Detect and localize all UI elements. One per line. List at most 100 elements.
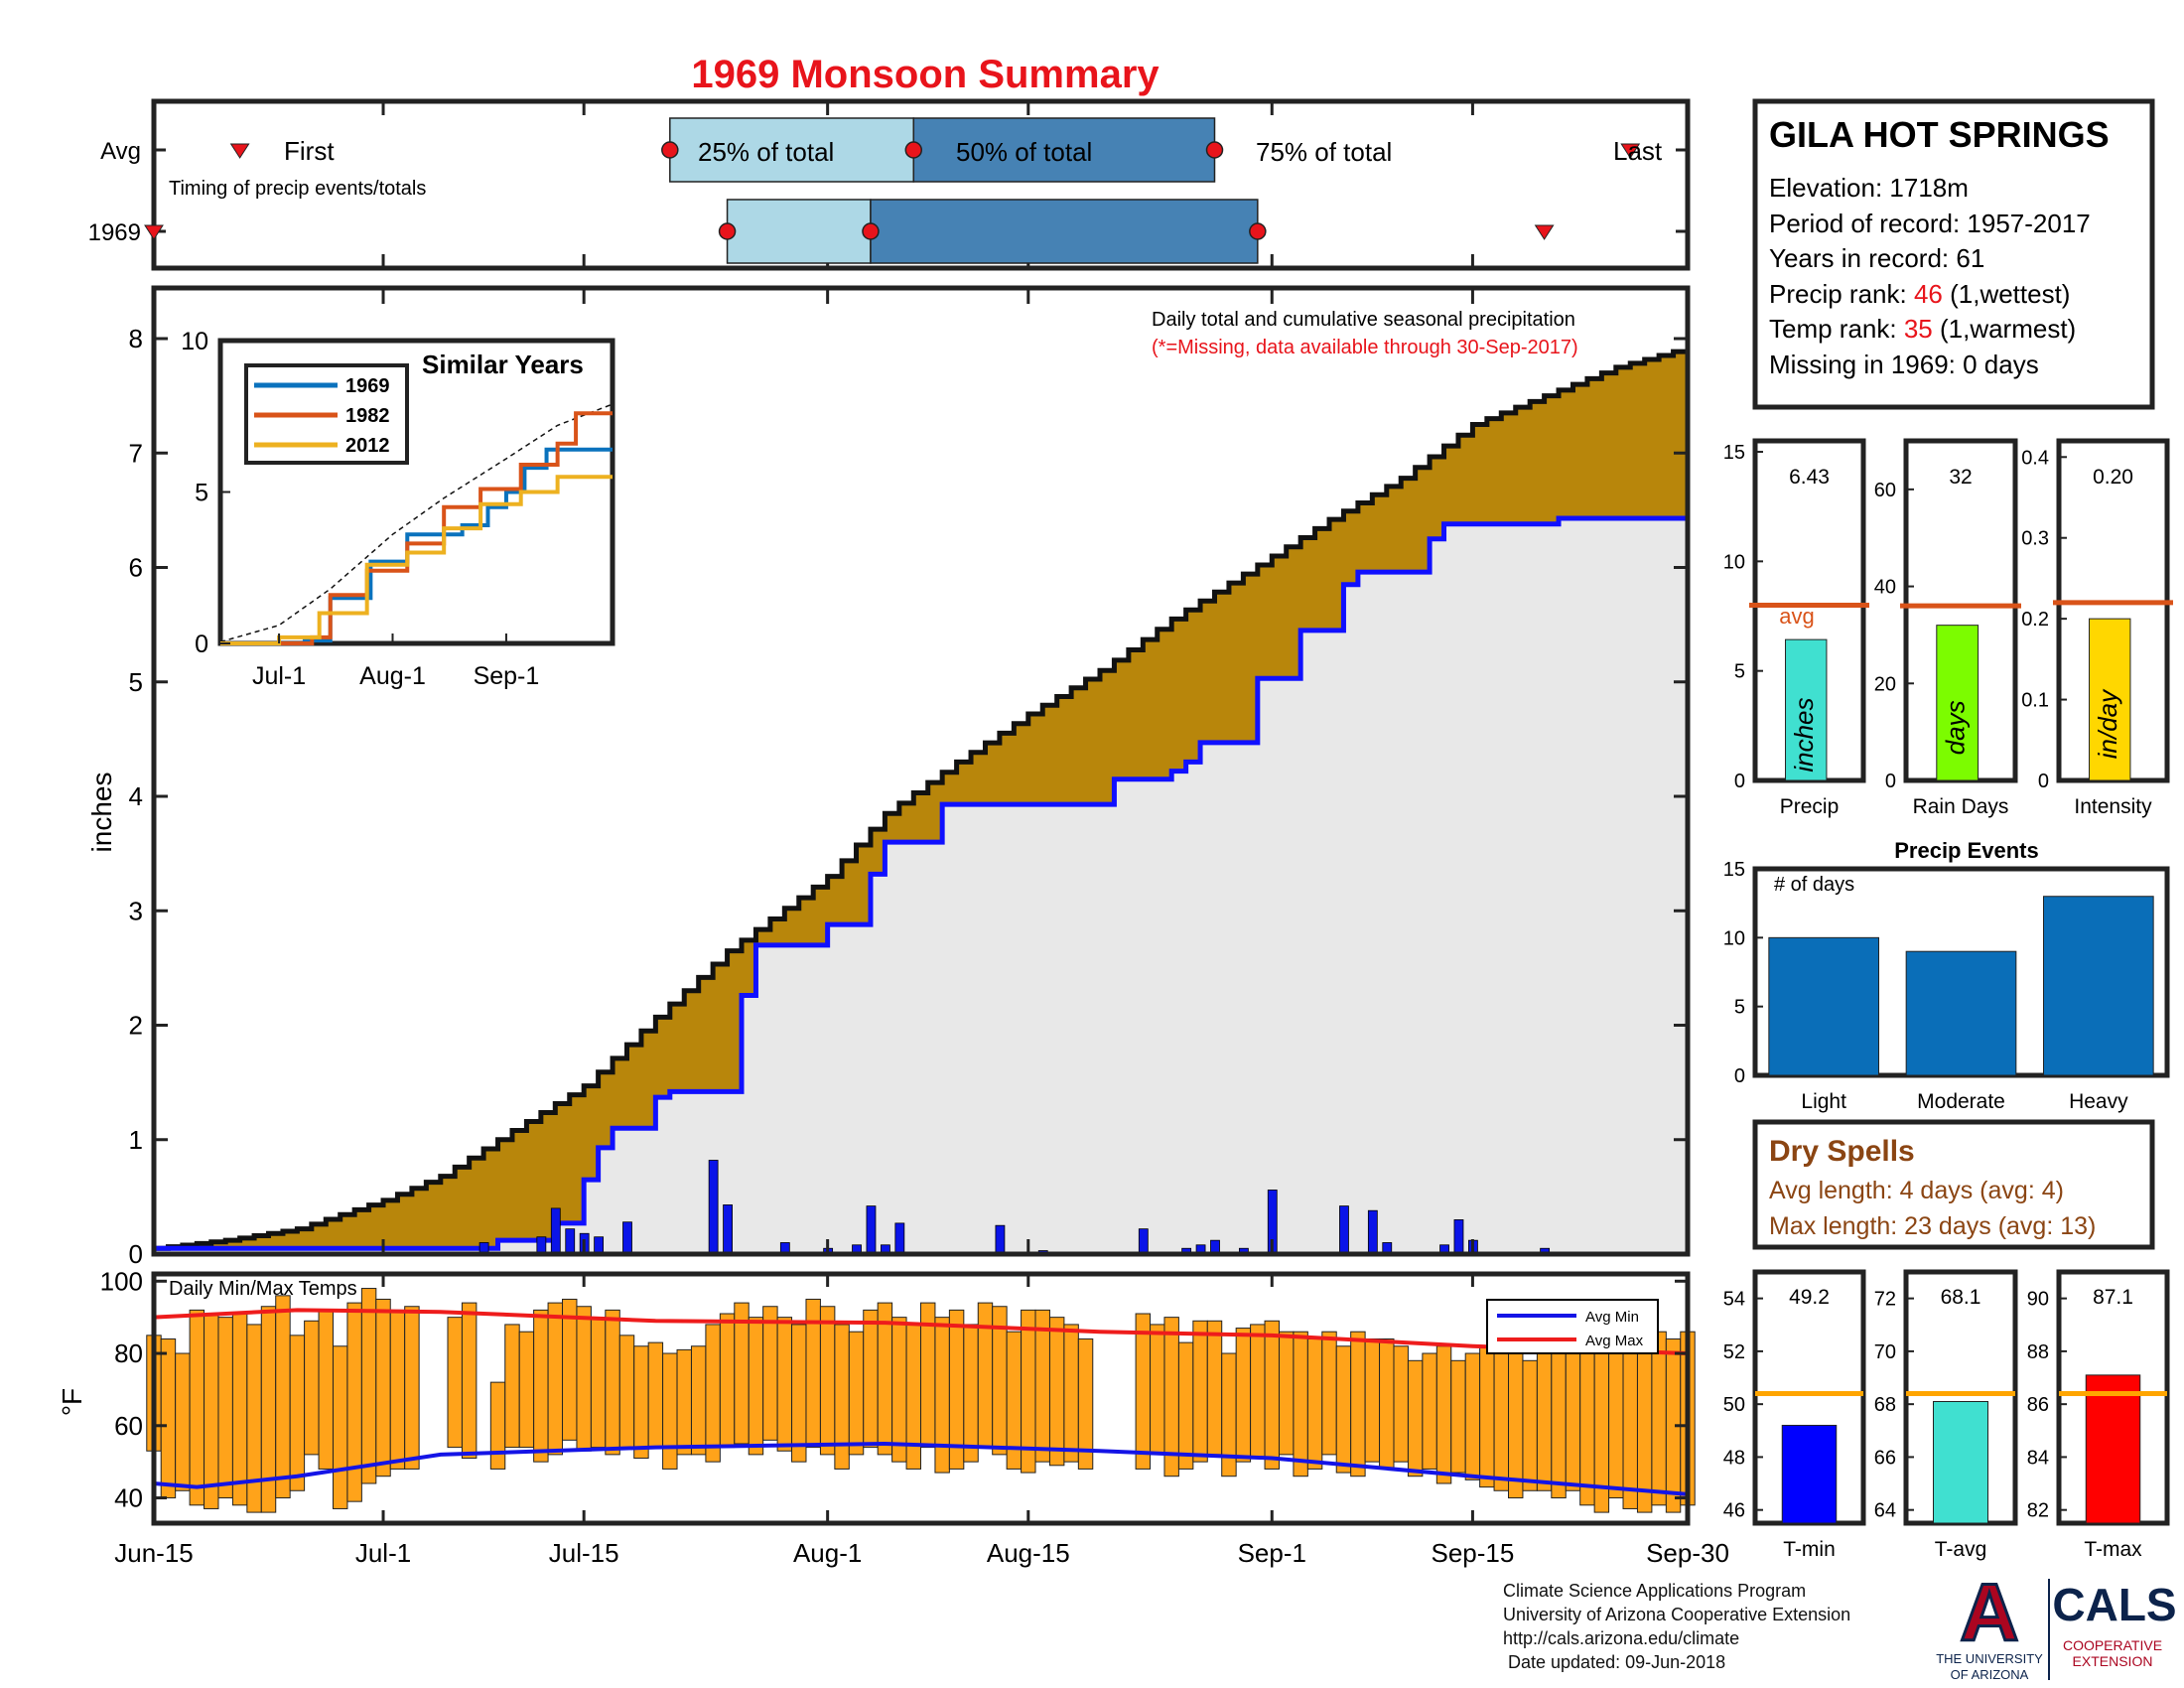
timing-avg-first-last-marker: [1620, 143, 1641, 159]
tbar-ytick-label: 54: [1723, 1289, 1745, 1311]
daily-temp-bar: [1450, 1359, 1466, 1474]
daily-temp-bar: [389, 1309, 406, 1470]
tbar-xlabel-tmax: T-max: [2084, 1538, 2142, 1561]
events-ytick-label: 5: [1734, 997, 1745, 1019]
daily-temp-bar: [304, 1320, 320, 1456]
tbar-ytick-label: 48: [1723, 1447, 1745, 1469]
daily-temp-bar: [1235, 1328, 1252, 1463]
daily-precip-bar: [1339, 1205, 1349, 1255]
summary-ytick-label: 0.3: [2021, 528, 2049, 550]
temp-y-label: °F: [57, 1388, 87, 1416]
daily-precip-bar: [723, 1204, 733, 1255]
daily-temp-bar: [690, 1345, 707, 1456]
daily-temp-bar: [676, 1348, 692, 1456]
station-missing: Missing in 1969: 0 days: [1769, 350, 2039, 379]
daily-temp-bar: [1278, 1331, 1295, 1456]
timing-avg-box-25-50: [669, 117, 915, 183]
daily-precip-bar: [708, 1160, 719, 1255]
daily-temp-bar: [834, 1324, 850, 1470]
daily-temp-bar: [318, 1309, 334, 1470]
inset-series-1982: [220, 411, 613, 645]
temp-ytick-label: 40: [114, 1483, 143, 1513]
summary-value-raindays: 32: [1949, 466, 1972, 489]
daily-temp-bar: [848, 1331, 865, 1456]
tbar-ytick-label: 50: [1723, 1394, 1745, 1416]
daily-temp-bar: [275, 1295, 291, 1499]
tbar-ytick-label: 84: [2027, 1447, 2049, 1469]
precip-rank: Precip rank: 46 (1,wettest): [1769, 279, 2070, 309]
figure-title: 1969 Monsoon Summary: [691, 53, 1160, 96]
inset-ytick-label: 0: [195, 631, 208, 658]
similar-years-inset: 0 5 10 Jul-1 Aug-1 Sep-1 1969 1982 2012: [181, 328, 615, 690]
main-ytick-label: 5: [129, 667, 143, 697]
timing-year-first-last-marker: [1534, 224, 1555, 240]
daily-temp-bar: [1250, 1324, 1266, 1460]
daily-temp-bar: [819, 1306, 836, 1456]
timing-75-label: 75% of total: [1256, 137, 1392, 167]
station-elevation: Elevation: 1718m: [1769, 173, 1969, 203]
daily-temp-bar: [375, 1298, 391, 1477]
main-note-2: (*=Missing, data available through 30-Se…: [1152, 337, 1578, 358]
timing-avg-first-last-marker: [229, 143, 250, 159]
daily-temp-bar: [1579, 1352, 1595, 1506]
inset-legend-label: 1982: [345, 405, 390, 427]
footer-line-2: University of Arizona Cooperative Extens…: [1503, 1605, 1851, 1624]
x-tick-label: Sep-30: [1646, 1538, 1729, 1568]
season-temps-charts: 46 48 50 52 54 49.2 T-min 64 66 68 70 72 68.1 T-avg 82…: [1723, 1269, 2170, 1561]
footer-date: Date updated: 09-Jun-2018: [1503, 1652, 1726, 1672]
inset-legend-label: 2012: [345, 435, 390, 457]
main-ytick-label: 0: [129, 1239, 143, 1269]
x-tick-label: Aug-15: [987, 1538, 1070, 1568]
daily-temp-bar: [1379, 1337, 1395, 1470]
events-ytick-label: 10: [1723, 927, 1745, 949]
daily-temp-bar: [1407, 1359, 1424, 1477]
daily-temp-bar: [1306, 1337, 1323, 1470]
inset-legend-label: 1969: [345, 375, 390, 397]
logo-coop-line1: COOPERATIVE: [2063, 1637, 2162, 1653]
main-note-1: Daily total and cumulative seasonal prec…: [1152, 309, 1575, 331]
footer-link[interactable]: http://cals.arizona.edu/climate: [1503, 1628, 1740, 1648]
summary-unit-precip: inches: [1789, 697, 1819, 772]
daily-temp-bar: [762, 1306, 778, 1441]
daily-temp-bar: [1192, 1320, 1208, 1463]
daily-temp-bar: [160, 1337, 177, 1499]
daily-temp-bar: [189, 1309, 205, 1506]
daily-temp-bar: [175, 1352, 191, 1491]
daily-temp-bar: [1551, 1352, 1567, 1499]
timing-year-box-50-75: [870, 199, 1259, 264]
daily-precip-bar: [894, 1222, 905, 1255]
timing-year-percentile-marker: [862, 222, 880, 240]
main-frame: [151, 285, 1691, 1257]
avg-cumulative-line: [154, 348, 1691, 1251]
daily-temp-bar: [1565, 1337, 1581, 1491]
daily-temp-bar: [633, 1345, 649, 1460]
daily-temp-bar: [776, 1317, 793, 1452]
timing-last-label: Last: [1613, 136, 1663, 166]
x-tick-label: Jul-1: [355, 1538, 411, 1568]
main-ytick-label: 3: [129, 896, 143, 925]
logo-ua-line2: OF ARIZONA: [1951, 1667, 2029, 1682]
daily-precip-bar: [550, 1207, 561, 1255]
daily-temp-bar: [1177, 1341, 1194, 1470]
daily-temp-bar: [576, 1306, 592, 1452]
ua-a-icon: A: [1960, 1568, 2018, 1658]
daily-precip-bar: [1138, 1228, 1149, 1255]
daily-temp-bar: [1364, 1337, 1381, 1463]
x-tick-label: Sep-1: [1238, 1538, 1306, 1568]
daily-precip-bar: [565, 1228, 576, 1255]
tbar-tmin: [1781, 1424, 1838, 1524]
daily-temp-bar: [1508, 1352, 1524, 1499]
daily-temp-bar: [1608, 1352, 1624, 1499]
year-cumulative-area: [154, 517, 1688, 1254]
timing-year-first-last-marker: [144, 224, 164, 240]
precip-events-title: Precip Events: [1894, 838, 2039, 863]
daily-temp-bar: [1077, 1337, 1094, 1470]
precip-events-chart: Light Moderate Heavy 0 5 10 15: [1723, 859, 2170, 1113]
timing-25-label: 25% of total: [698, 137, 834, 167]
daily-temp-bar: [590, 1317, 607, 1449]
timing-first-label: First: [284, 136, 335, 166]
summary-value-intensity: 0.20: [2093, 466, 2133, 489]
daily-temp-bar: [1422, 1352, 1437, 1470]
daily-temp-bar: [217, 1317, 233, 1499]
